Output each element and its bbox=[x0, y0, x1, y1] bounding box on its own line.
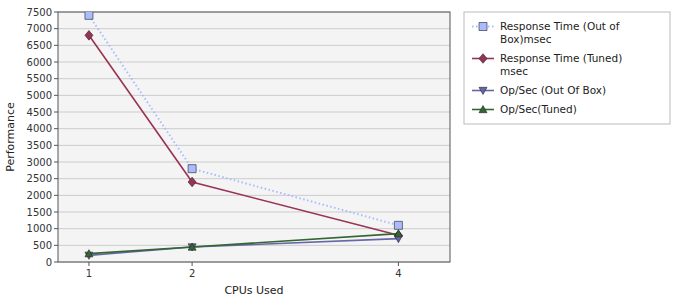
point-marker bbox=[85, 31, 93, 41]
plot-frame bbox=[58, 12, 450, 262]
tick-label: 4 bbox=[395, 268, 401, 279]
legend: Response Time (Out ofBox)msecResponse Ti… bbox=[464, 12, 670, 124]
y-axis-label: Performance bbox=[4, 102, 17, 172]
tick-label: 7000 bbox=[27, 23, 52, 34]
tick-label: 4000 bbox=[27, 123, 52, 134]
tick-mark bbox=[54, 212, 58, 213]
legend-label-line: Op/Sec(Tuned) bbox=[500, 103, 577, 115]
legend-label-line: Response Time (Tuned) bbox=[500, 52, 622, 64]
plot-area bbox=[58, 12, 450, 262]
tick-mark bbox=[54, 62, 58, 63]
legend-label-line: Response Time (Out of bbox=[500, 20, 620, 32]
legend-marker bbox=[479, 87, 487, 94]
tick-label: 3000 bbox=[27, 157, 52, 168]
tick-mark bbox=[54, 128, 58, 129]
legend-label: Op/Sec(Tuned) bbox=[500, 103, 577, 115]
x-axis-label: CPUs Used bbox=[224, 284, 283, 297]
tick-mark bbox=[54, 12, 58, 13]
legend-label: Response Time (Out ofBox)msec bbox=[500, 20, 620, 45]
tick-label: 0 bbox=[46, 257, 52, 268]
legend-label-line: Box)msec bbox=[500, 33, 552, 45]
grid-line bbox=[58, 162, 450, 163]
tick-label: 1 bbox=[86, 268, 92, 279]
grid-line bbox=[58, 128, 450, 129]
legend-frame bbox=[464, 12, 670, 124]
grid-line bbox=[58, 62, 450, 63]
point-marker bbox=[85, 250, 93, 257]
tick-label: 7500 bbox=[27, 7, 52, 18]
legend-marker bbox=[479, 23, 487, 31]
tick-mark bbox=[54, 95, 58, 96]
data-group bbox=[85, 12, 402, 259]
grid-line bbox=[58, 78, 450, 79]
point-marker bbox=[394, 221, 402, 229]
tick-label: 5500 bbox=[27, 73, 52, 84]
legend-marker bbox=[479, 106, 487, 113]
tick-label: 2000 bbox=[27, 190, 52, 201]
grid-line bbox=[58, 145, 450, 146]
tick-label: 5000 bbox=[27, 90, 52, 101]
tick-mark bbox=[54, 195, 58, 196]
series-line bbox=[89, 239, 398, 256]
grid-line bbox=[58, 95, 450, 96]
tick-mark bbox=[54, 178, 58, 179]
point-marker bbox=[188, 243, 196, 250]
grid-line bbox=[58, 28, 450, 29]
tick-label: 1000 bbox=[27, 223, 52, 234]
series-line bbox=[89, 15, 398, 225]
tick-label: 6000 bbox=[27, 57, 52, 68]
tick-mark bbox=[192, 262, 193, 266]
legend-label: Response Time (Tuned)msec bbox=[500, 52, 622, 77]
tick-mark bbox=[54, 112, 58, 113]
series-line bbox=[89, 234, 398, 254]
tick-label: 1500 bbox=[27, 207, 52, 218]
point-marker bbox=[188, 165, 196, 173]
tick-mark bbox=[54, 78, 58, 79]
series-line bbox=[89, 35, 398, 235]
tick-mark bbox=[54, 45, 58, 46]
point-marker bbox=[394, 230, 402, 237]
grid-line bbox=[58, 195, 450, 196]
tick-label: 3500 bbox=[27, 140, 52, 151]
legend-marker bbox=[479, 54, 487, 64]
grid-line bbox=[58, 228, 450, 229]
tick-mark bbox=[398, 262, 399, 266]
tick-mark bbox=[88, 262, 89, 266]
tick-label: 6500 bbox=[27, 40, 52, 51]
tick-mark bbox=[54, 28, 58, 29]
tick-mark bbox=[54, 245, 58, 246]
tick-mark bbox=[54, 262, 58, 263]
legend-label-line: msec bbox=[500, 65, 528, 77]
chart: 0 500 1000 1500 2000 2500 3000 3500 4000 4500 5000… bbox=[0, 0, 676, 304]
tick-label: 500 bbox=[33, 240, 52, 251]
grid-line bbox=[58, 178, 450, 179]
point-marker bbox=[188, 177, 196, 187]
tick-label: 4500 bbox=[27, 107, 52, 118]
tick-label: 2500 bbox=[27, 173, 52, 184]
grid-line bbox=[58, 212, 450, 213]
tick-mark bbox=[54, 145, 58, 146]
legend-label: Op/Sec (Out Of Box) bbox=[500, 84, 606, 96]
tick-mark bbox=[54, 162, 58, 163]
legend-label-line: Op/Sec (Out Of Box) bbox=[500, 84, 606, 96]
grid-line bbox=[58, 112, 450, 113]
tick-label: 2 bbox=[189, 268, 195, 279]
grid-line bbox=[58, 45, 450, 46]
point-marker bbox=[85, 12, 93, 19]
tick-mark bbox=[54, 228, 58, 229]
